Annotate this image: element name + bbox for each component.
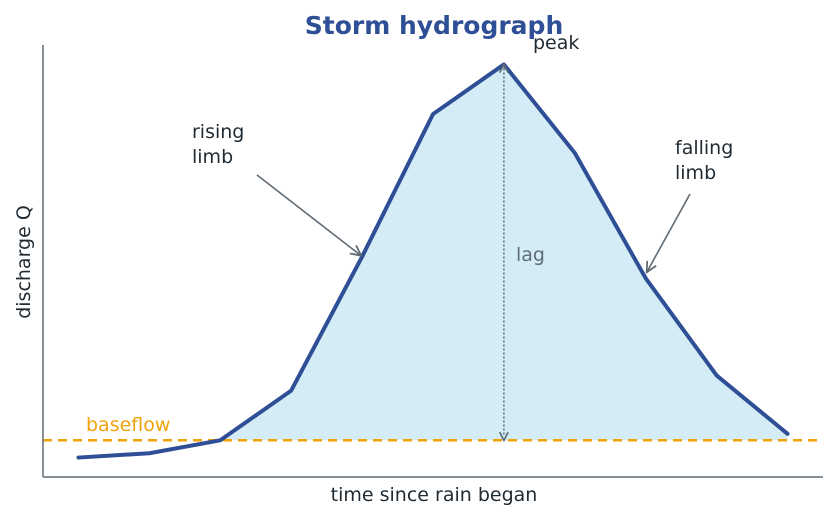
- y-axis-label: discharge Q: [13, 205, 35, 319]
- falling-limb-arrow: [647, 193, 691, 272]
- x-axis-label: time since rain began: [331, 484, 538, 506]
- rising-limb-label-line2: limb: [192, 146, 233, 168]
- falling-limb-label-line2: limb: [675, 162, 716, 184]
- rising-limb-label-line1: rising: [192, 121, 244, 143]
- baseflow-label: baseflow: [86, 414, 170, 436]
- chart-title: Storm hydrograph: [305, 11, 564, 40]
- falling-limb-label-line1: falling: [675, 137, 733, 159]
- peak-label: peak: [533, 32, 579, 54]
- rising-limb-arrow: [256, 174, 361, 256]
- lag-label: lag: [516, 244, 545, 266]
